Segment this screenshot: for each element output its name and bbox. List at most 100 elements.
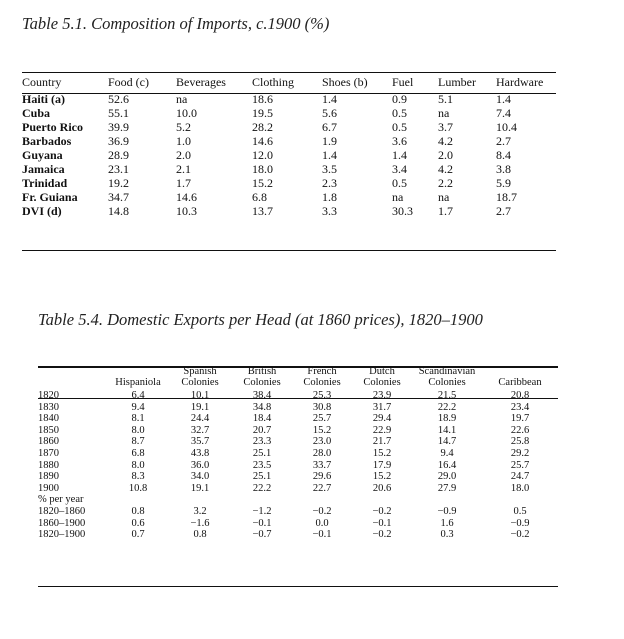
table-cell: 10.8 — [128, 482, 148, 494]
table-cell: 36.9 — [108, 134, 129, 148]
table-cell: 21.7 — [372, 436, 392, 448]
table-cell: 14.7 — [437, 436, 457, 448]
table-cell: 0.9 — [392, 92, 407, 106]
table-cell: 19.1 — [190, 401, 210, 413]
table-cell: 20.7 — [252, 424, 272, 436]
table-cell: 18.7 — [496, 190, 517, 204]
table-cell: 19.1 — [190, 482, 210, 494]
table-cell: 3.4 — [392, 162, 407, 176]
row-label-country: Fr. Guiana — [22, 190, 78, 204]
table-cell: −1.2 — [252, 505, 272, 517]
table1-caption: Table 5.1. Composition of Imports, c.190… — [22, 14, 330, 33]
table-cell: 0.5 — [513, 505, 527, 517]
table-cell: 22.6 — [510, 424, 530, 436]
table-cell: 8.3 — [131, 471, 145, 483]
col-header-spanish: Spanish Colonies — [181, 366, 219, 388]
table-cell: 3.7 — [438, 120, 453, 134]
table-cell: −0.1 — [252, 517, 272, 529]
table-cell: 28.0 — [312, 447, 332, 459]
table-cell: 0.5 — [392, 120, 407, 134]
table-cell: 15.2 — [252, 176, 273, 190]
table-cell: 43.8 — [190, 447, 210, 459]
table-cell: 36.0 — [190, 459, 210, 471]
table-cell: 1.4 — [392, 148, 407, 162]
table-cell: 34.8 — [252, 401, 272, 413]
table-cell: 29.4 — [372, 413, 392, 425]
table-cell: 55.1 — [108, 106, 129, 120]
col-header-french: French Colonies — [303, 366, 341, 388]
table-cell: 23.5 — [252, 459, 272, 471]
col-header-food: Food (c) — [108, 74, 149, 89]
table-row: 1880 8.0 36.0 23.5 33.7 17.9 16.4 25.7 — [38, 460, 558, 472]
table-cell: −0.2 — [312, 505, 332, 517]
row-label-year: 1820 — [38, 390, 59, 401]
table-cell: 6.7 — [322, 120, 337, 134]
table-cell: 35.7 — [190, 436, 210, 448]
table-cell: 25.7 — [510, 459, 530, 471]
table-row: Trinidad 19.2 1.7 15.2 2.3 0.5 2.2 5.9 — [22, 176, 556, 190]
table-cell: 1.8 — [322, 190, 337, 204]
table-cell: 0.3 — [440, 529, 454, 541]
table-row: Haiti (a) 52.6 na 18.6 1.4 0.9 5.1 1.4 — [22, 92, 556, 106]
table-cell: 5.1 — [438, 92, 453, 106]
table-cell: 3.6 — [392, 134, 407, 148]
col-header-caribbean: Caribbean — [498, 377, 542, 388]
table-cell: 5.9 — [496, 176, 511, 190]
table-cell: −0.2 — [372, 529, 392, 541]
table-cell: 8.0 — [131, 424, 145, 436]
table2-body: 1820 6.4 10.1 38.4 25.3 23.9 21.5 20.8 1830 9.4 19… — [38, 390, 558, 541]
imports-table: Country Food (c) Beverages Clothing Shoe… — [22, 72, 556, 219]
table-cell: 1.4 — [322, 148, 337, 162]
table-cell: 14.6 — [252, 134, 273, 148]
table-cell: 23.4 — [510, 401, 530, 413]
table-cell: 18.0 — [252, 162, 273, 176]
table2-header-row: Hispaniola Spanish Colonies British Coloni… — [38, 366, 558, 390]
table-row: Fr. Guiana 34.7 14.6 6.8 1.8 na na 18.7 — [22, 190, 556, 204]
row-label-year: 1870 — [38, 447, 59, 459]
table-cell: 2.7 — [496, 134, 511, 148]
col-header-country: Country — [22, 74, 62, 89]
table-cell: 4.2 — [438, 162, 453, 176]
table-cell: 6.8 — [252, 190, 267, 204]
table-cell: 1.9 — [322, 134, 337, 148]
table-cell: 7.4 — [496, 106, 511, 120]
table-cell: 14.1 — [437, 424, 457, 436]
table-cell: 1.0 — [176, 134, 191, 148]
table-cell: 28.2 — [252, 120, 273, 134]
col-header-fuel: Fuel — [392, 74, 414, 89]
table-cell: 13.7 — [252, 204, 273, 218]
table-cell: −0.9 — [437, 505, 457, 517]
table-cell: 5.2 — [176, 120, 191, 134]
table-row: 1840 8.1 24.4 18.4 25.7 29.4 18.9 19.7 — [38, 413, 558, 425]
row-label-year: 1830 — [38, 401, 59, 413]
col-header-clothing: Clothing — [252, 74, 295, 89]
table-cell: 18.6 — [252, 92, 273, 106]
table-cell: 17.9 — [372, 459, 392, 471]
per-year-heading-row: % per year — [38, 494, 558, 506]
table-cell: 30.3 — [392, 204, 413, 218]
table-cell: 2.0 — [438, 148, 453, 162]
table-cell: 0.0 — [315, 517, 329, 529]
table-cell: 2.0 — [176, 148, 191, 162]
table-cell: 22.2 — [437, 401, 457, 413]
table-cell: 5.6 — [322, 106, 337, 120]
table-cell: 0.8 — [193, 529, 207, 541]
table-cell: 14.6 — [176, 190, 197, 204]
table-cell: 2.7 — [496, 204, 511, 218]
table-cell: 0.7 — [131, 529, 145, 541]
col-header-lumber: Lumber — [438, 74, 476, 89]
table-cell: 25.1 — [252, 447, 272, 459]
table-cell: 39.9 — [108, 120, 129, 134]
table-cell: 0.6 — [131, 517, 145, 529]
table-row: Puerto Rico 39.9 5.2 28.2 6.7 0.5 3.7 10.4 — [22, 120, 556, 134]
row-label-country: Haiti (a) — [22, 92, 65, 106]
exports-table: Hispaniola Spanish Colonies British Coloni… — [38, 366, 558, 541]
table-cell: 24.4 — [190, 413, 210, 425]
table-cell: 1.4 — [496, 92, 511, 106]
table-cell: 2.3 — [322, 176, 337, 190]
table-cell: 8.0 — [131, 459, 145, 471]
row-label-period: 1820–1860 — [38, 505, 86, 517]
table-cell: 14.8 — [108, 204, 129, 218]
table-cell: 8.7 — [131, 436, 145, 448]
table-cell: 8.4 — [496, 148, 511, 162]
